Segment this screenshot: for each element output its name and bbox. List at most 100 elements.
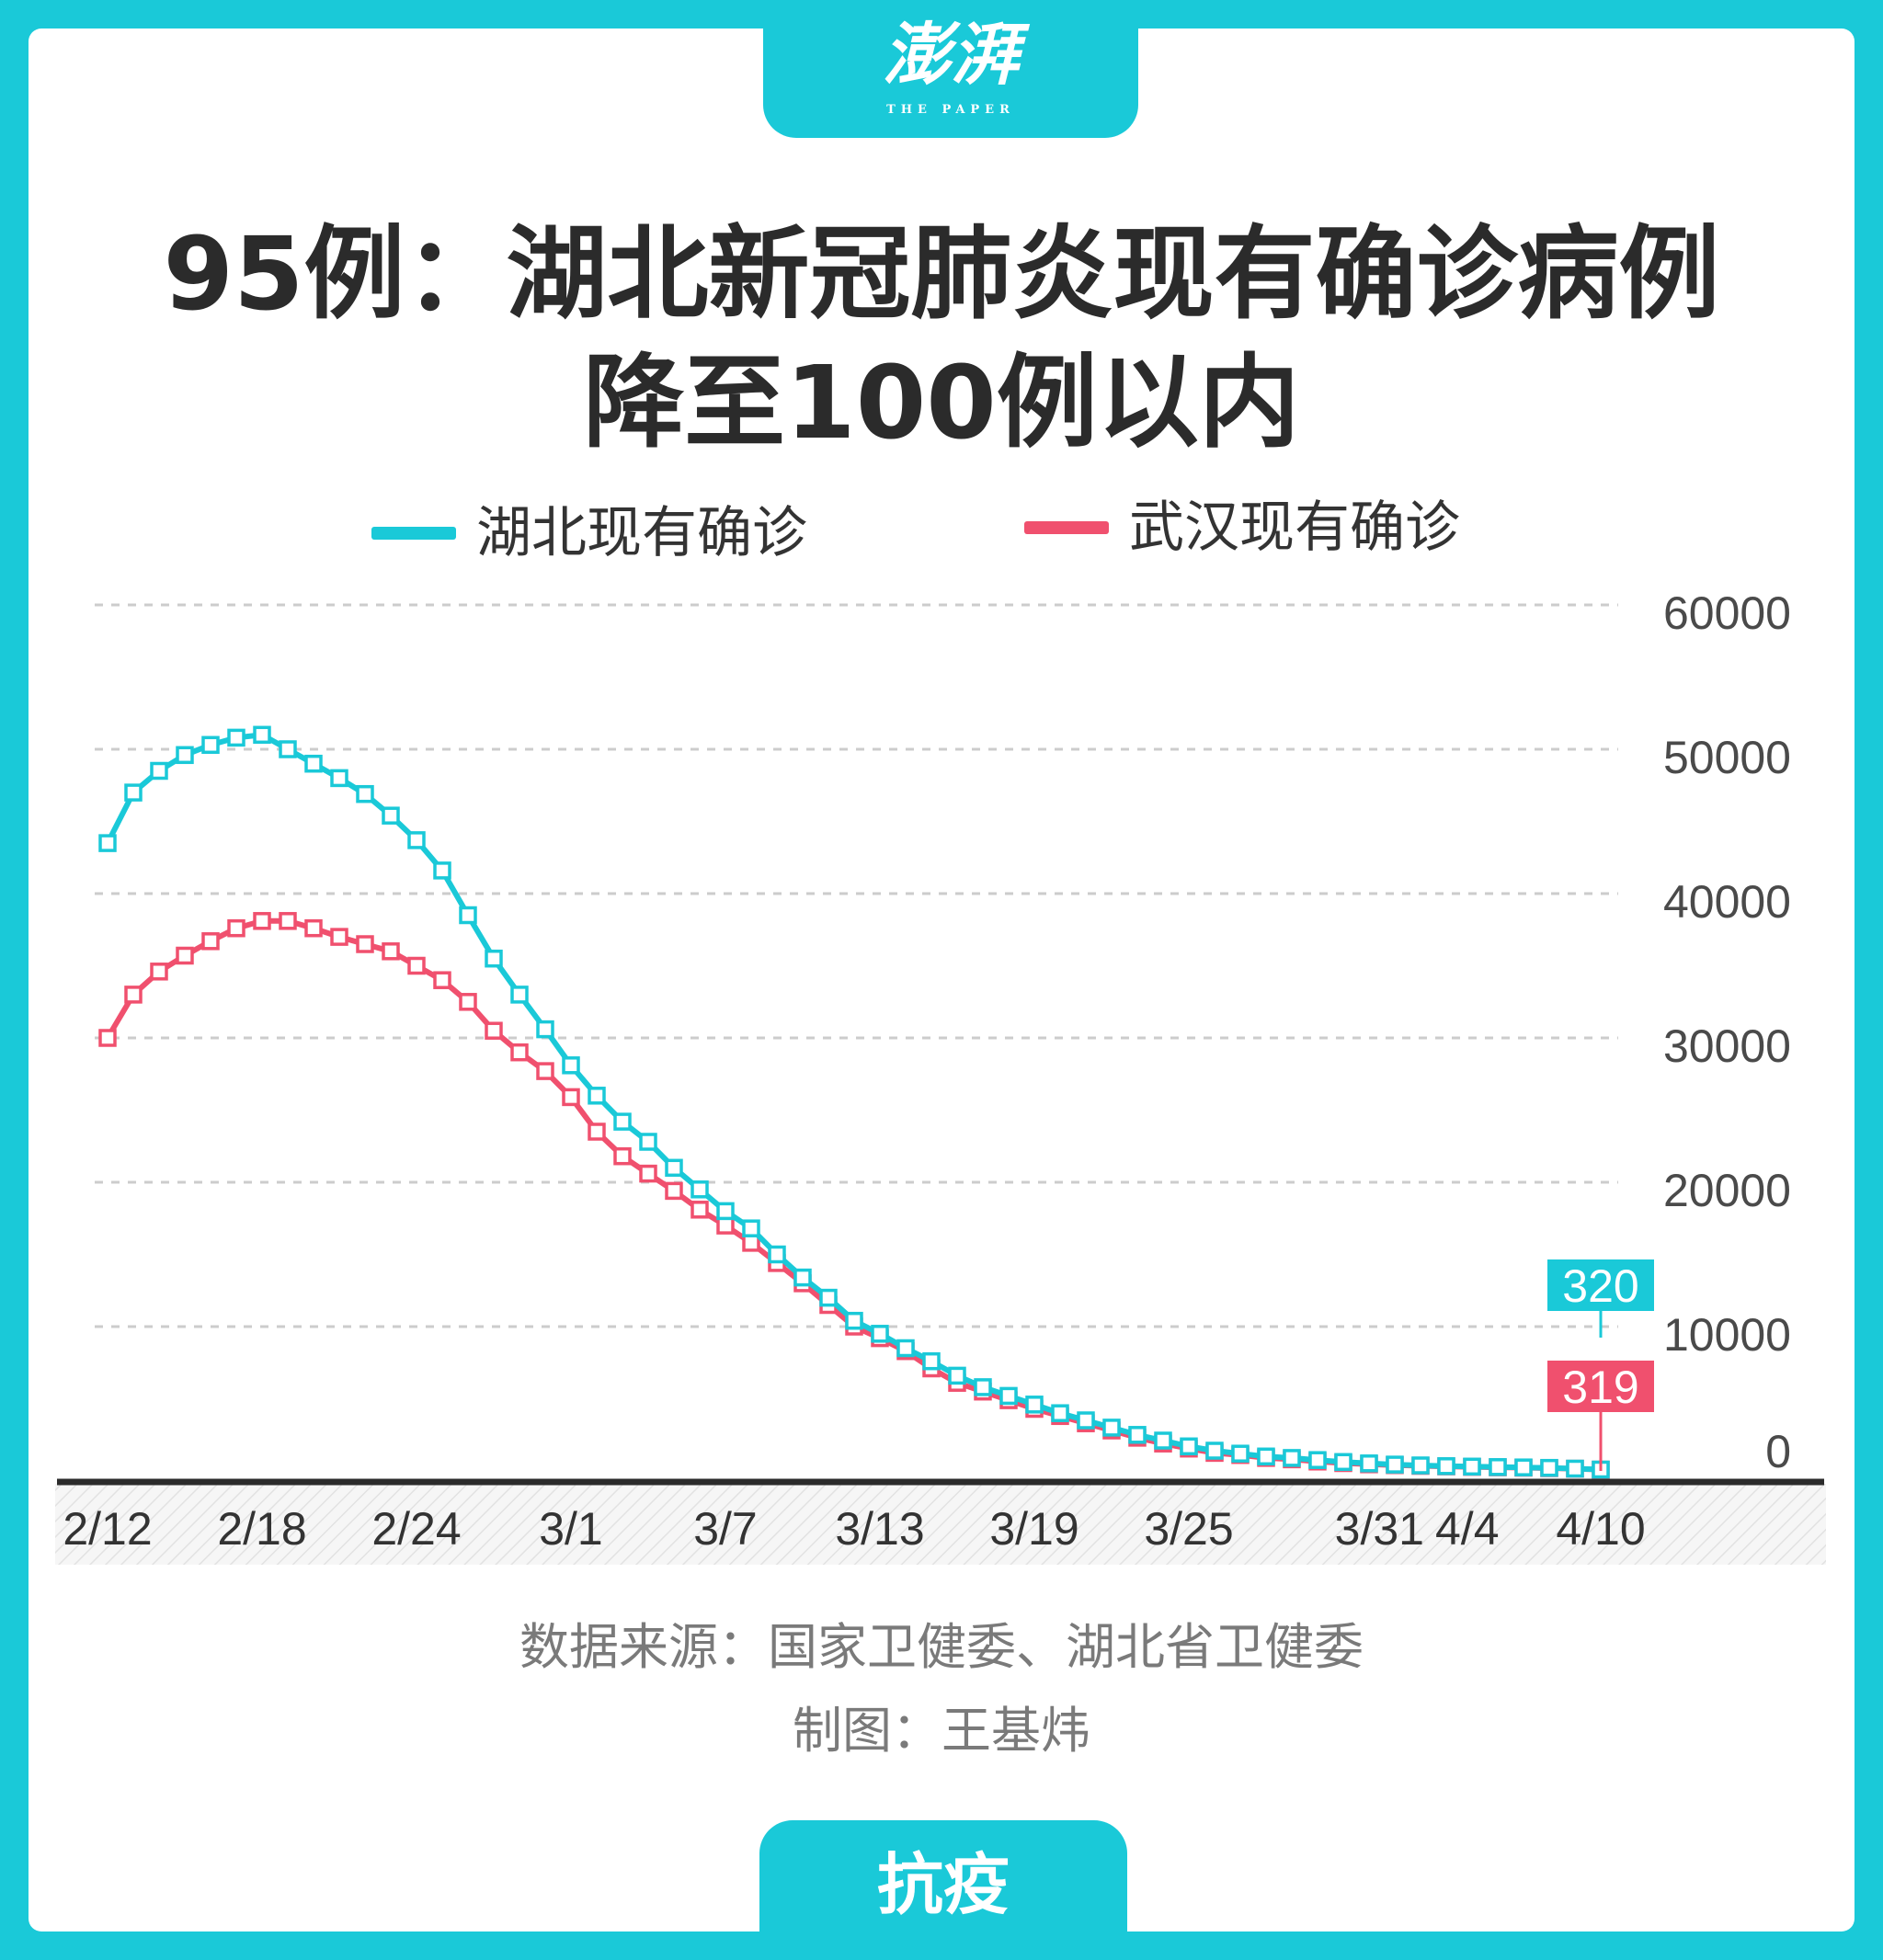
x-tick-label: 3/7 xyxy=(693,1503,758,1555)
data-point xyxy=(1154,1431,1172,1450)
data-point xyxy=(253,912,271,930)
legend-label-wuhan: 武汉现有确诊 xyxy=(1129,496,1460,560)
x-tick-label: 3/25 xyxy=(1144,1503,1233,1555)
data-point xyxy=(588,1122,606,1141)
y-axis: 0 10000 20000 30000 40000 50000 60000 xyxy=(1663,587,1791,1477)
data-point xyxy=(768,1245,786,1264)
data-point xyxy=(562,1056,580,1075)
data-point xyxy=(922,1351,941,1371)
data-point xyxy=(382,806,400,825)
data-point xyxy=(999,1386,1018,1406)
data-point xyxy=(1463,1457,1481,1476)
logo-tab xyxy=(763,0,1138,138)
brand-logo-subtext: THE PAPER xyxy=(886,103,1015,117)
x-tick-label: 3/13 xyxy=(835,1503,924,1555)
legend-label-hubei: 湖北现有确诊 xyxy=(476,501,807,565)
end-labels: 320 319 xyxy=(1547,1259,1654,1471)
data-point xyxy=(1128,1426,1147,1444)
title-line-1: 95例：湖北新冠肺炎现有确诊病例 xyxy=(163,215,1720,333)
data-point xyxy=(304,754,323,773)
data-point xyxy=(896,1339,915,1358)
y-tick-label: 60000 xyxy=(1663,587,1791,639)
data-point xyxy=(1360,1454,1378,1473)
data-point xyxy=(1051,1404,1069,1422)
data-point xyxy=(176,746,194,765)
x-axis: 2/12 2/18 2/24 3/1 3/7 3/13 3/19 3/25 3/31 4/4 4/1… xyxy=(63,1503,1645,1555)
data-point xyxy=(1257,1447,1275,1466)
data-point xyxy=(1411,1456,1430,1475)
data-point xyxy=(639,1164,657,1183)
data-point xyxy=(98,1029,117,1047)
footer-tab xyxy=(759,1820,1127,1960)
data-point xyxy=(201,932,220,951)
data-source: 数据来源：国家卫健委、湖北省卫健委 xyxy=(519,1618,1364,1676)
card-background xyxy=(29,28,1854,1932)
data-point xyxy=(485,949,503,968)
data-point xyxy=(407,831,426,849)
brand-logo: 澎湃 xyxy=(883,16,1019,95)
x-tick-label: 2/24 xyxy=(371,1503,461,1555)
data-point xyxy=(1514,1458,1533,1476)
data-point xyxy=(1231,1444,1250,1463)
data-point xyxy=(536,1062,554,1080)
data-point xyxy=(1205,1442,1224,1460)
data-point xyxy=(1077,1411,1095,1430)
data-point xyxy=(690,1180,709,1199)
data-point xyxy=(433,861,451,880)
series-line xyxy=(105,917,1602,1473)
gridlines xyxy=(95,603,1618,1328)
data-point xyxy=(304,918,323,938)
end-label-wuhan: 319 xyxy=(1547,1361,1654,1471)
data-point xyxy=(716,1216,735,1235)
end-label-text: 319 xyxy=(1562,1362,1638,1413)
data-point xyxy=(639,1133,657,1151)
data-point xyxy=(1566,1459,1584,1478)
x-tick-label: 4/10 xyxy=(1556,1503,1645,1555)
data-point xyxy=(407,956,426,975)
end-label-text: 320 xyxy=(1562,1260,1638,1312)
y-tick-label: 10000 xyxy=(1663,1309,1791,1361)
data-point xyxy=(510,986,529,1004)
data-point xyxy=(227,728,245,747)
data-point xyxy=(562,1088,580,1107)
data-point xyxy=(98,834,117,852)
end-label-hubei: 320 xyxy=(1547,1259,1654,1338)
legend-item-wuhan: 武汉现有确诊 xyxy=(1024,491,1460,564)
data-point xyxy=(1180,1437,1198,1456)
y-tick-label: 20000 xyxy=(1663,1165,1791,1216)
data-point xyxy=(948,1366,966,1385)
x-tick-label: 3/19 xyxy=(989,1503,1078,1555)
data-point xyxy=(253,725,271,745)
data-point xyxy=(974,1378,992,1396)
data-point xyxy=(330,769,348,788)
data-point xyxy=(485,1021,503,1040)
data-point xyxy=(1334,1453,1352,1472)
data-point xyxy=(433,971,451,989)
data-point xyxy=(845,1311,863,1330)
y-tick-label: 0 xyxy=(1765,1426,1791,1477)
data-point xyxy=(793,1268,812,1287)
data-point xyxy=(227,918,245,938)
legend: 湖北现有确诊 武汉现有确诊 xyxy=(0,496,1883,570)
data-point xyxy=(279,912,297,930)
series-layer xyxy=(98,725,1610,1479)
end-label-box xyxy=(1547,1259,1654,1311)
data-point xyxy=(1308,1451,1327,1469)
data-point xyxy=(819,1288,838,1307)
data-point xyxy=(1283,1449,1301,1467)
x-tick-label: 4/4 xyxy=(1435,1503,1500,1555)
title-line-2: 降至100例以内 xyxy=(583,344,1300,462)
data-point xyxy=(871,1325,889,1343)
data-point xyxy=(1025,1396,1044,1414)
x-tick-label: 3/1 xyxy=(539,1503,603,1555)
x-axis-band xyxy=(55,1484,1826,1565)
data-point xyxy=(150,963,168,981)
data-point xyxy=(690,1201,709,1219)
data-point xyxy=(510,1043,529,1062)
data-point xyxy=(1489,1458,1507,1476)
data-point xyxy=(124,783,143,802)
legend-swatch-wuhan xyxy=(1024,521,1109,534)
data-point xyxy=(613,1112,632,1131)
data-point xyxy=(665,1181,683,1201)
data-point xyxy=(1102,1419,1121,1437)
